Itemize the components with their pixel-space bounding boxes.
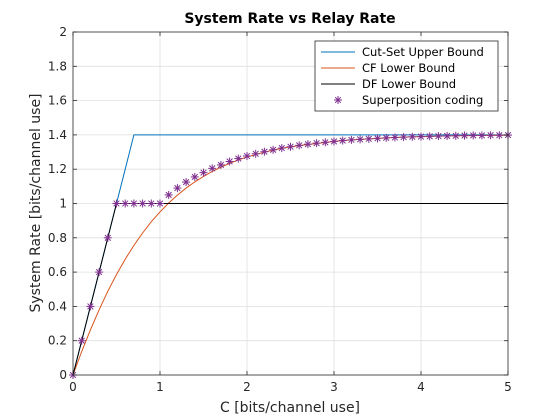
superposition-coding-point — [234, 154, 243, 163]
legend-item-df-lower-bound: DF Lower Bound — [321, 77, 456, 91]
legend-label: DF Lower Bound — [362, 77, 456, 91]
superposition-coding-point — [86, 302, 95, 311]
superposition-coding-point — [77, 336, 86, 345]
superposition-coding-point — [460, 131, 469, 140]
superposition-coding-point — [495, 131, 504, 140]
superposition-coding-point — [321, 138, 330, 147]
superposition-coding-point — [312, 139, 321, 148]
superposition-coding-point — [103, 233, 112, 242]
superposition-coding-point — [147, 199, 156, 208]
superposition-coding-point — [382, 133, 391, 142]
y-tick-label: 0.6 — [48, 265, 67, 279]
superposition-coding-point — [417, 132, 425, 141]
superposition-coding-point — [112, 199, 121, 208]
superposition-coding-point — [260, 147, 269, 156]
superposition-coding-point — [486, 131, 495, 140]
y-tick-label: 2 — [59, 25, 67, 39]
superposition-coding-point — [425, 132, 434, 141]
superposition-coding-point — [303, 140, 312, 149]
superposition-coding-point — [286, 142, 295, 151]
y-tick-label: 1.4 — [48, 128, 67, 142]
legend-swatch — [334, 96, 342, 104]
x-tick-label: 1 — [156, 380, 164, 394]
legend-box — [314, 40, 499, 112]
superposition-coding-point — [156, 199, 164, 208]
superposition-coding-point — [251, 149, 260, 158]
superposition-coding-point — [390, 133, 399, 142]
superposition-coding-point — [208, 164, 217, 173]
superposition-coding-point — [338, 136, 347, 145]
superposition-coding-point — [95, 268, 104, 277]
superposition-coding-point — [443, 131, 452, 140]
y-tick-label: 1.6 — [48, 94, 67, 108]
superposition-coding-point — [451, 131, 460, 140]
y-axis-label: System Rate [bits/channel use] — [28, 93, 44, 312]
legend: Cut-Set Upper Bound CF Lower Bound DF Lowe… — [314, 40, 499, 112]
superposition-coding-point — [164, 190, 173, 199]
superposition-coding-point — [408, 132, 417, 141]
superposition-coding-point — [138, 199, 147, 208]
legend-label: CF Lower Bound — [362, 61, 455, 75]
superposition-coding-point — [190, 172, 199, 181]
superposition-coding-point — [347, 135, 356, 144]
superposition-coding-point — [216, 160, 225, 169]
superposition-coding-point — [173, 184, 182, 193]
y-tick-label: 1.2 — [48, 162, 67, 176]
series-layer — [69, 131, 512, 379]
superposition-coding-point — [269, 145, 278, 154]
superposition-coding-point — [243, 151, 251, 160]
superposition-coding-point — [373, 134, 382, 143]
superposition-coding-point — [364, 134, 373, 143]
x-axis-label: C [bits/channel use] — [220, 400, 360, 416]
y-tick-label: 0.2 — [48, 334, 67, 348]
superposition-coding-point — [477, 131, 486, 140]
superposition-coding-point — [434, 132, 443, 141]
y-tick-label: 0.4 — [48, 299, 67, 313]
x-tick-label: 5 — [504, 380, 512, 394]
superposition-coding-point — [129, 199, 138, 208]
superposition-coding-point — [469, 131, 478, 140]
legend-item-cf-lower-bound: CF Lower Bound — [321, 61, 455, 75]
y-tick-label: 1.8 — [48, 59, 67, 73]
superposition-coding-point — [182, 178, 191, 187]
x-tick-label: 3 — [330, 380, 338, 394]
superposition-coding-point — [356, 135, 365, 144]
chart-title: System Rate vs Relay Rate — [184, 11, 395, 27]
superposition-coding-point — [295, 141, 304, 150]
legend-label: Cut-Set Upper Bound — [362, 45, 484, 59]
superposition-coding-point — [277, 144, 286, 153]
x-tick-label: 0 — [69, 380, 77, 394]
superposition-coding-point — [330, 137, 338, 146]
x-tick-label: 2 — [243, 380, 251, 394]
y-tick-label: 0.8 — [48, 231, 67, 245]
superposition-coding-point — [399, 133, 408, 142]
superposition-coding-point — [199, 168, 208, 177]
legend-label: Superposition coding — [362, 93, 483, 107]
legend-item-superposition-coding: Superposition coding — [334, 93, 483, 107]
superposition-coding-point — [225, 157, 234, 166]
y-tick-label: 1 — [59, 197, 67, 211]
legend-item-cut-set-upper-bound: Cut-Set Upper Bound — [321, 45, 484, 59]
y-tick-label: 0 — [59, 368, 67, 382]
x-tick-label: 4 — [417, 380, 425, 394]
superposition-coding-point — [121, 199, 130, 208]
axis-ticks: 0 1 2 3 4 5 0 0.2 0.4 0.6 0.8 1 1.2 1.4 1.6 1.8 2 — [48, 25, 512, 394]
